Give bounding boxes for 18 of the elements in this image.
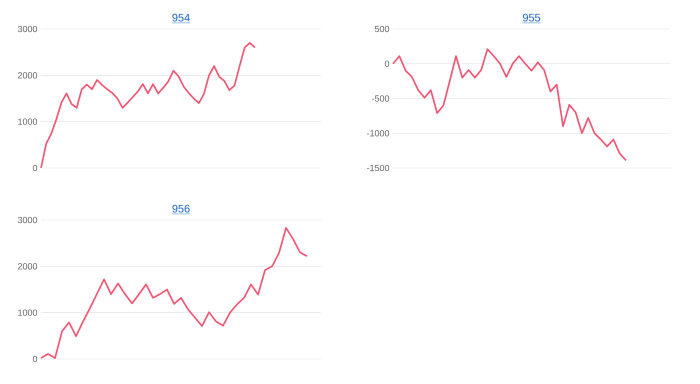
- y-tick-label: 1000: [18, 309, 38, 316]
- y-tick-label: 0: [32, 356, 38, 362]
- y-tick-label: -1500: [366, 164, 390, 172]
- y-tick-label: 3000: [18, 26, 38, 32]
- y-tick-label: -1000: [366, 130, 390, 136]
- y-tick-label: 500: [374, 26, 390, 32]
- y-tick-label: 2000: [18, 263, 38, 270]
- y-tick-label: 0: [32, 164, 38, 172]
- y-tick-label: 3000: [18, 216, 38, 224]
- chart-title: 955: [522, 14, 540, 22]
- y-tick-label: 0: [384, 60, 390, 67]
- y-tick-label: 2000: [18, 72, 38, 79]
- chart-title: 956: [172, 204, 190, 213]
- chart-title: 954: [172, 14, 190, 22]
- y-tick-label: -500: [372, 95, 390, 102]
- line-series: [40, 42, 256, 169]
- line-series: [392, 48, 627, 162]
- y-tick-label: 1000: [18, 118, 38, 125]
